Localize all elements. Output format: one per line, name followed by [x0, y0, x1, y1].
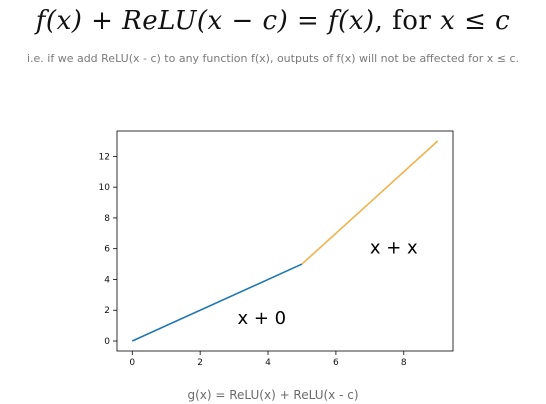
x-tick-label: 8	[401, 358, 407, 368]
x-tick-label: 6	[333, 358, 339, 368]
y-tick-label: 0	[104, 337, 110, 347]
series-line-1	[132, 264, 302, 341]
y-tick-label: 2	[104, 306, 110, 316]
annotation-2: x + x	[370, 237, 418, 258]
x-tick-label: 4	[265, 358, 271, 368]
y-tick-label: 12	[99, 152, 110, 162]
y-tick-label: 8	[104, 214, 110, 224]
annotation-1: x + 0	[237, 308, 286, 329]
y-tick-label: 10	[99, 183, 111, 193]
y-tick-label: 4	[104, 275, 110, 285]
x-tick-label: 0	[129, 358, 135, 368]
x-tick-label: 2	[197, 358, 203, 368]
y-tick-label: 6	[104, 245, 110, 255]
function-caption: g(x) = ReLU(x) + ReLU(x - c)	[0, 388, 546, 402]
